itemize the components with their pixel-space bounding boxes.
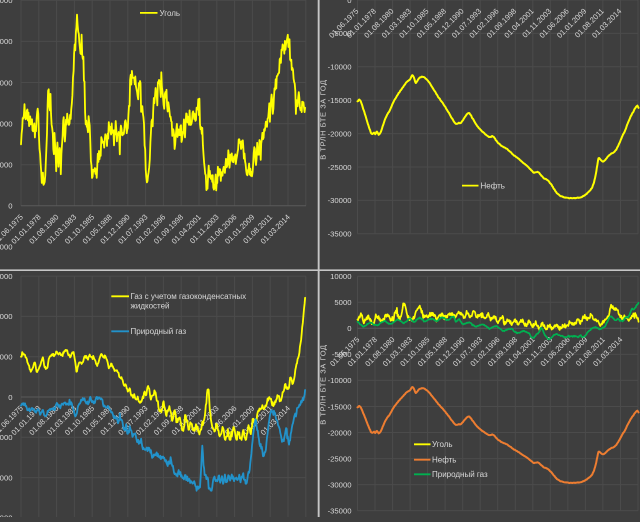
- svg-text:0: 0: [347, 324, 351, 333]
- svg-text:-20000: -20000: [328, 428, 352, 437]
- svg-text:Уголь: Уголь: [432, 440, 453, 449]
- svg-text:-35000: -35000: [328, 230, 352, 239]
- svg-text:0: 0: [8, 393, 12, 402]
- svg-text:-30000: -30000: [328, 480, 352, 489]
- svg-text:В ТРЛН БТЕ ЗА ГОД: В ТРЛН БТЕ ЗА ГОД: [318, 344, 327, 424]
- svg-text:жидкостей: жидкостей: [131, 302, 170, 311]
- svg-text:-2000: -2000: [0, 243, 13, 252]
- svg-text:10000: 10000: [330, 272, 351, 281]
- svg-text:0: 0: [8, 202, 12, 211]
- svg-text:6000: 6000: [0, 78, 13, 87]
- svg-text:4000: 4000: [0, 312, 13, 321]
- svg-text:-5000: -5000: [332, 350, 352, 359]
- svg-text:-10000: -10000: [328, 376, 352, 385]
- svg-text:-5000: -5000: [332, 29, 352, 38]
- svg-text:Уголь: Уголь: [160, 9, 181, 18]
- svg-text:-10000: -10000: [328, 63, 352, 72]
- svg-text:В ТРЛН БТЕ ЗА ГОД: В ТРЛН БТЕ ЗА ГОД: [318, 79, 327, 159]
- svg-text:-4000: -4000: [0, 473, 13, 482]
- svg-text:Нефть: Нефть: [432, 456, 456, 465]
- svg-text:2000: 2000: [0, 161, 13, 170]
- svg-text:Нефть: Нефть: [481, 182, 505, 191]
- svg-text:Природный газ: Природный газ: [432, 470, 488, 479]
- svg-text:5000: 5000: [334, 298, 351, 307]
- svg-text:10000: 10000: [0, 0, 13, 5]
- svg-text:-15000: -15000: [328, 96, 352, 105]
- svg-text:-15000: -15000: [328, 402, 352, 411]
- svg-text:2000: 2000: [0, 353, 13, 362]
- svg-text:-30000: -30000: [328, 196, 352, 205]
- svg-text:4000: 4000: [0, 119, 13, 128]
- svg-text:-2000: -2000: [0, 433, 13, 442]
- svg-text:-35000: -35000: [328, 506, 352, 515]
- svg-text:Природный газ: Природный газ: [131, 327, 187, 336]
- svg-text:0: 0: [347, 0, 351, 5]
- svg-text:-25000: -25000: [328, 454, 352, 463]
- svg-text:-20000: -20000: [328, 129, 352, 138]
- svg-text:-25000: -25000: [328, 163, 352, 172]
- svg-text:8000: 8000: [0, 37, 13, 46]
- svg-text:Газ с учетом газоконденсатных: Газ с учетом газоконденсатных: [131, 292, 247, 301]
- svg-text:6000: 6000: [0, 272, 13, 281]
